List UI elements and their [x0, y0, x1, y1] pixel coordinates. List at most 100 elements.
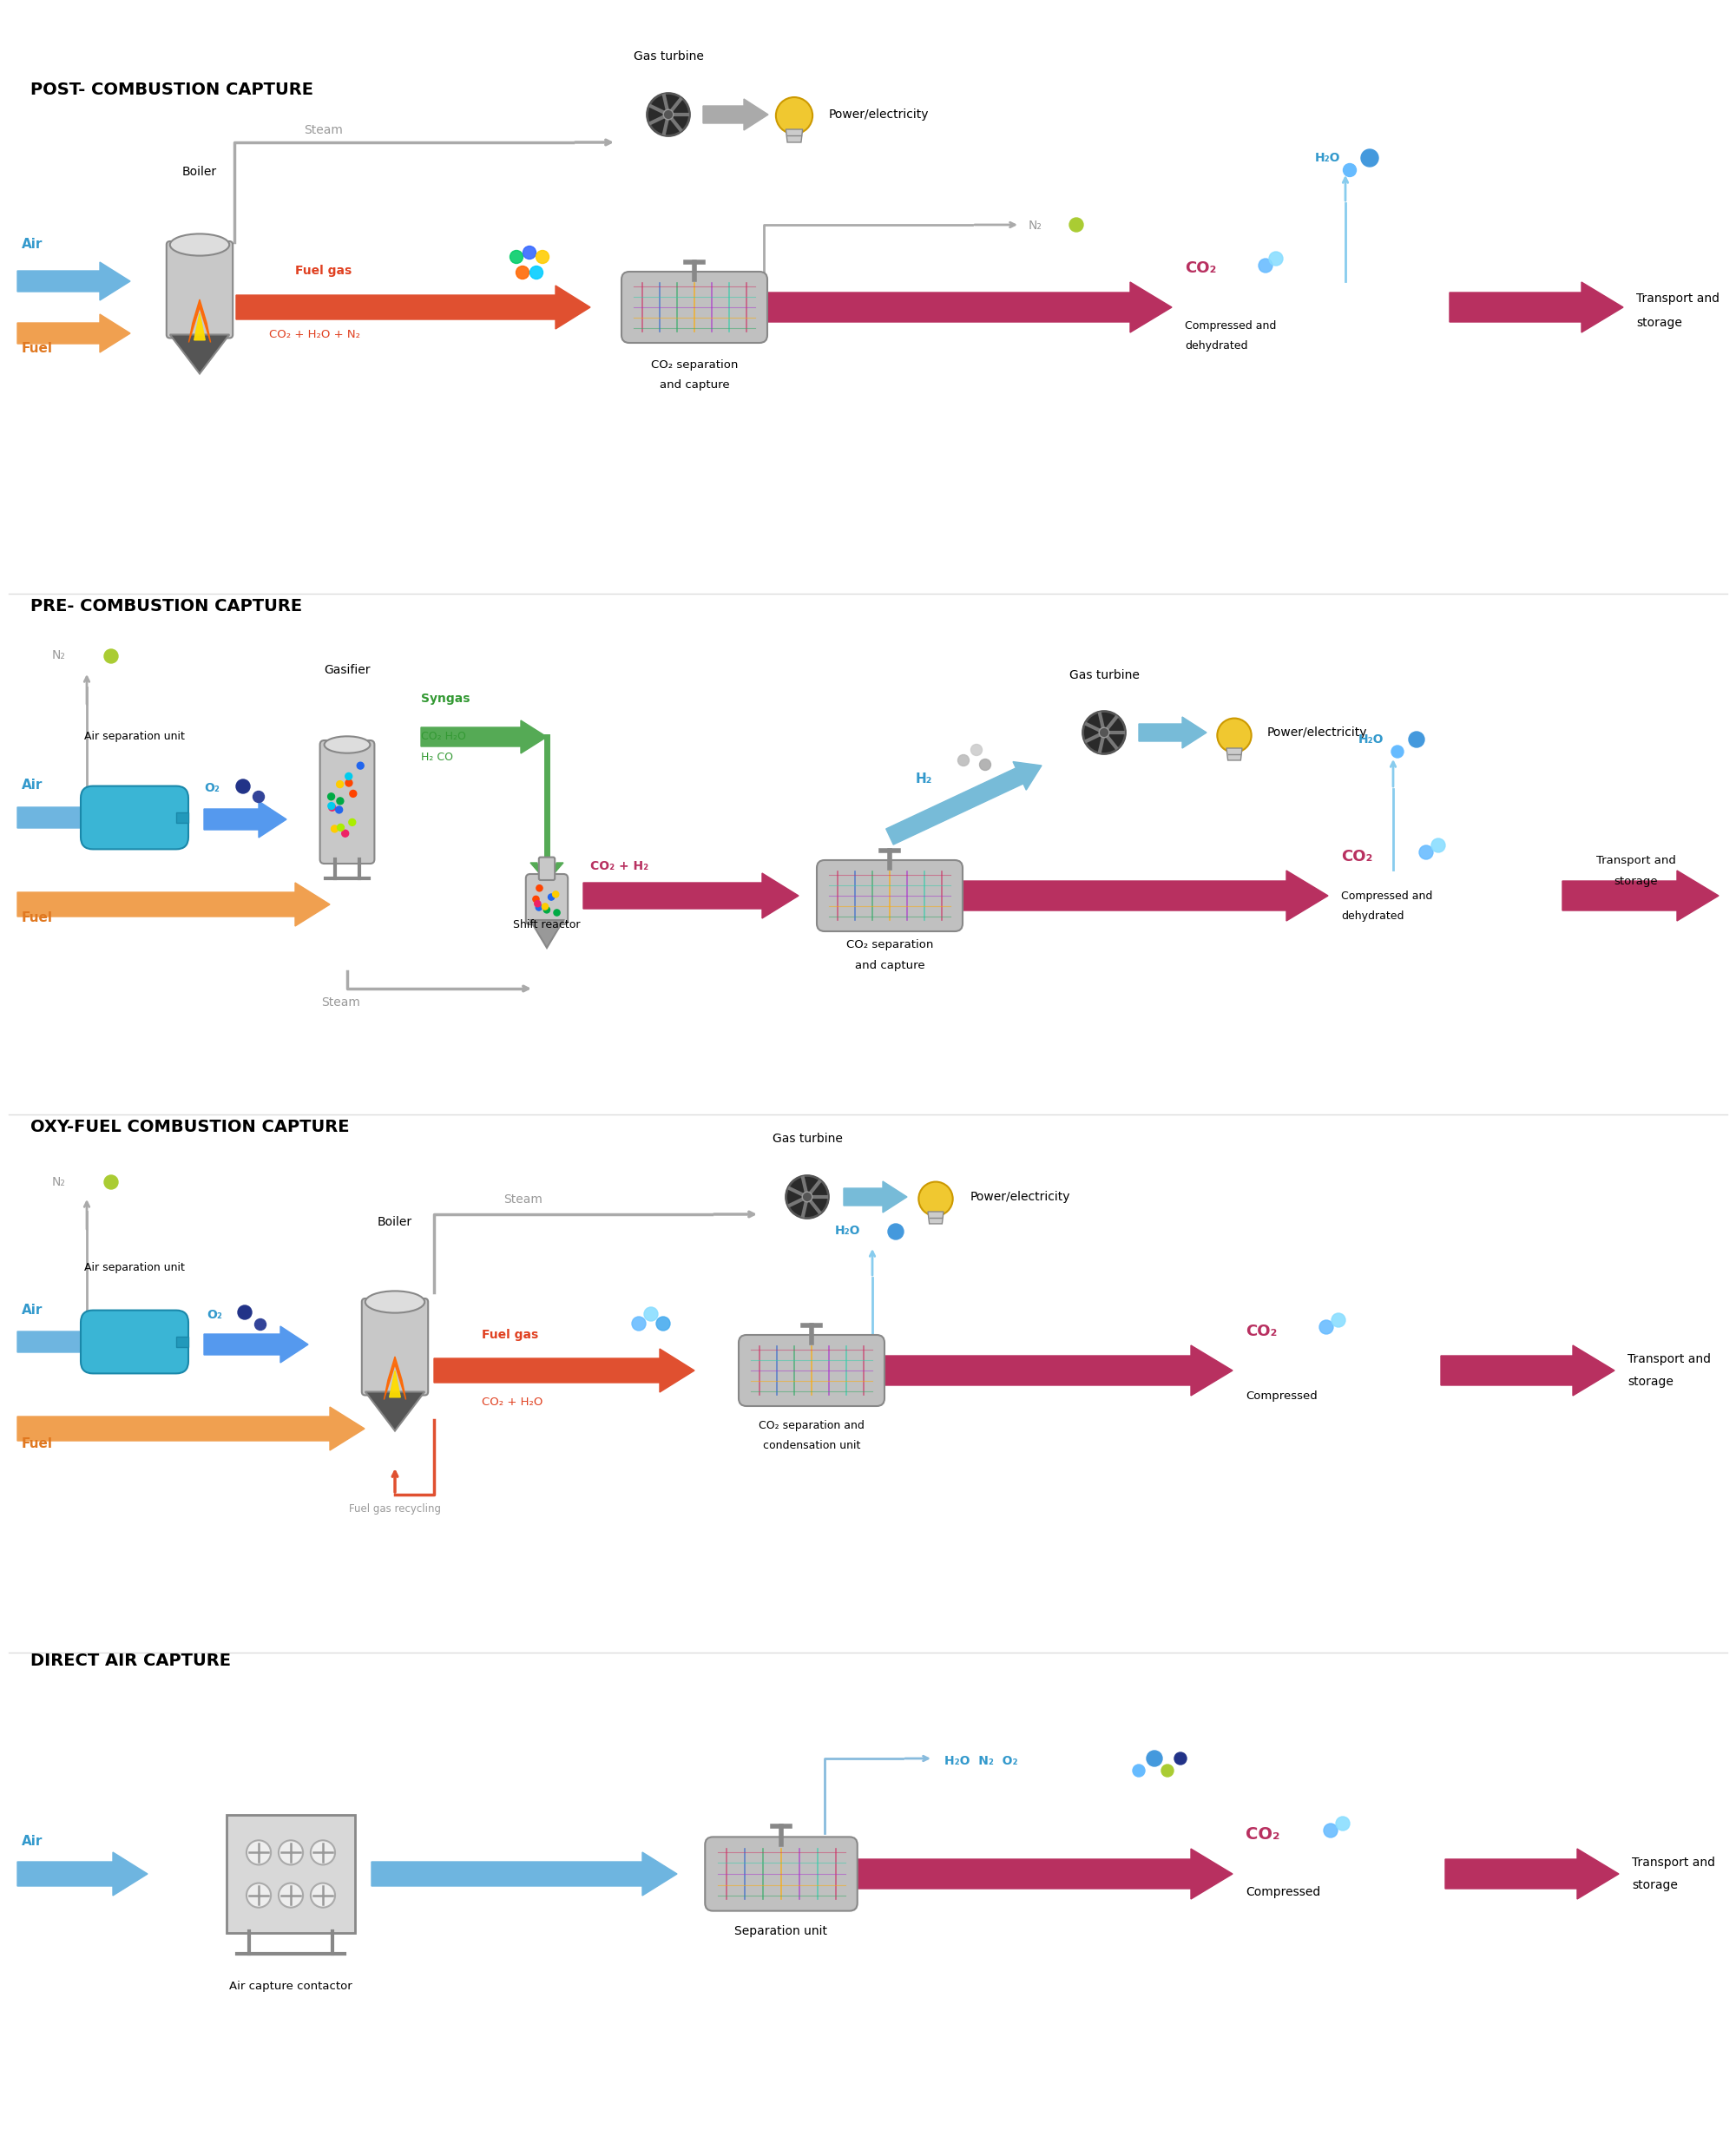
- FancyBboxPatch shape: [80, 1311, 187, 1373]
- FancyArrow shape: [17, 263, 130, 300]
- FancyBboxPatch shape: [167, 241, 233, 338]
- Text: Air: Air: [21, 1304, 43, 1317]
- FancyArrow shape: [17, 315, 130, 351]
- FancyArrow shape: [583, 873, 799, 918]
- Polygon shape: [189, 300, 210, 343]
- Circle shape: [253, 791, 264, 802]
- Circle shape: [1344, 164, 1356, 177]
- Text: N₂: N₂: [1028, 220, 1042, 231]
- Circle shape: [918, 1181, 953, 1216]
- Polygon shape: [927, 1212, 944, 1225]
- FancyBboxPatch shape: [319, 740, 375, 865]
- Circle shape: [247, 1882, 271, 1908]
- FancyArrow shape: [17, 1324, 113, 1360]
- Circle shape: [1161, 1764, 1174, 1777]
- Circle shape: [549, 895, 554, 901]
- FancyArrow shape: [1444, 1848, 1618, 1899]
- Circle shape: [510, 250, 523, 263]
- Circle shape: [802, 1192, 812, 1201]
- FancyArrow shape: [885, 761, 1042, 845]
- FancyArrow shape: [958, 871, 1328, 921]
- Text: N₂: N₂: [52, 649, 66, 662]
- Text: Compressed and: Compressed and: [1184, 321, 1276, 332]
- FancyBboxPatch shape: [361, 1298, 429, 1395]
- FancyArrow shape: [764, 282, 1172, 332]
- Text: Gas turbine: Gas turbine: [773, 1132, 842, 1145]
- Text: Air: Air: [21, 237, 43, 250]
- Circle shape: [1410, 731, 1424, 748]
- Circle shape: [1430, 839, 1444, 852]
- Text: dehydrated: dehydrated: [1340, 910, 1404, 923]
- Text: Transport and: Transport and: [1628, 1354, 1712, 1365]
- Text: Shift reactor: Shift reactor: [514, 918, 580, 931]
- Circle shape: [889, 1225, 903, 1240]
- Text: Fuel gas: Fuel gas: [295, 265, 352, 276]
- Text: Steam: Steam: [321, 996, 359, 1009]
- Circle shape: [345, 772, 352, 780]
- Circle shape: [337, 780, 344, 787]
- Text: Steam: Steam: [503, 1194, 542, 1205]
- Circle shape: [337, 798, 344, 804]
- Text: CO₂ + H₂O: CO₂ + H₂O: [483, 1397, 543, 1408]
- FancyArrow shape: [434, 1350, 694, 1393]
- FancyBboxPatch shape: [621, 272, 767, 343]
- Text: POST- COMBUSTION CAPTURE: POST- COMBUSTION CAPTURE: [31, 82, 312, 97]
- Text: Air: Air: [21, 1835, 43, 1848]
- Circle shape: [1325, 1824, 1337, 1837]
- Text: dehydrated: dehydrated: [1184, 341, 1248, 351]
- Text: Air: Air: [21, 778, 43, 791]
- Circle shape: [776, 97, 812, 134]
- Text: CO₂ separation and: CO₂ separation and: [759, 1421, 865, 1432]
- FancyArrow shape: [854, 1848, 1233, 1899]
- Text: Air capture contactor: Air capture contactor: [229, 1981, 352, 1992]
- Text: Fuel: Fuel: [21, 912, 52, 925]
- Text: H₂O: H₂O: [1316, 151, 1340, 164]
- Circle shape: [342, 830, 349, 837]
- Circle shape: [533, 897, 540, 901]
- Circle shape: [349, 791, 356, 798]
- Ellipse shape: [170, 233, 229, 257]
- Circle shape: [1069, 218, 1083, 231]
- Text: H₂O: H₂O: [1358, 733, 1384, 746]
- Circle shape: [648, 93, 689, 136]
- FancyBboxPatch shape: [80, 787, 187, 849]
- Circle shape: [529, 265, 543, 278]
- Circle shape: [970, 744, 983, 755]
- Circle shape: [358, 763, 365, 770]
- Circle shape: [349, 819, 356, 826]
- FancyArrow shape: [882, 1345, 1233, 1395]
- FancyArrow shape: [1562, 871, 1719, 921]
- Text: DIRECT AIR CAPTURE: DIRECT AIR CAPTURE: [31, 1654, 231, 1669]
- Text: Steam: Steam: [304, 125, 342, 136]
- Circle shape: [1174, 1753, 1187, 1764]
- Text: PRE- COMBUSTION CAPTURE: PRE- COMBUSTION CAPTURE: [31, 597, 302, 614]
- Circle shape: [786, 1175, 828, 1218]
- Text: storage: storage: [1632, 1880, 1677, 1891]
- Text: CO₂: CO₂: [1246, 1324, 1278, 1339]
- FancyArrow shape: [844, 1181, 906, 1212]
- Circle shape: [236, 780, 250, 793]
- Circle shape: [337, 824, 344, 830]
- Circle shape: [1083, 711, 1125, 755]
- Text: Separation unit: Separation unit: [734, 1925, 828, 1938]
- FancyBboxPatch shape: [526, 873, 568, 925]
- Text: CO₂ H₂O: CO₂ H₂O: [420, 731, 465, 742]
- Circle shape: [1146, 1751, 1163, 1766]
- Circle shape: [104, 1175, 118, 1190]
- Polygon shape: [389, 1371, 401, 1397]
- Text: condensation unit: condensation unit: [762, 1440, 861, 1451]
- FancyArrow shape: [17, 1852, 148, 1895]
- Text: Boiler: Boiler: [182, 166, 217, 179]
- Circle shape: [523, 246, 536, 259]
- Text: CO₂ + H₂: CO₂ + H₂: [590, 860, 649, 873]
- Text: CO₂: CO₂: [1340, 849, 1373, 865]
- Ellipse shape: [325, 737, 370, 752]
- Circle shape: [552, 890, 559, 897]
- FancyBboxPatch shape: [818, 860, 962, 931]
- Circle shape: [1217, 718, 1252, 752]
- Text: Fuel: Fuel: [21, 343, 52, 356]
- FancyArrow shape: [205, 802, 286, 837]
- FancyArrow shape: [17, 800, 113, 837]
- Text: Fuel gas: Fuel gas: [483, 1328, 538, 1341]
- Circle shape: [335, 806, 342, 813]
